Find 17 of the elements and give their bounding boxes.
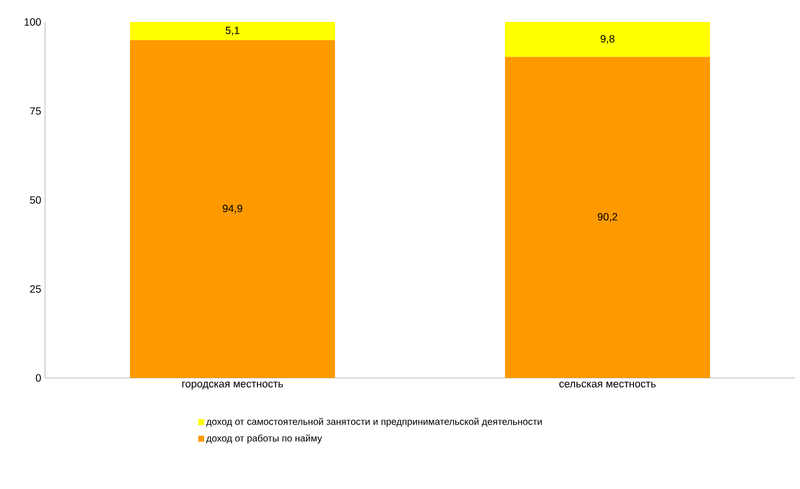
data-label: 90,2 [598, 213, 618, 222]
y-tick-label: 100 [24, 18, 41, 26]
legend-label: доход от работы по найму [206, 434, 322, 444]
bar [505, 56, 710, 378]
y-tick-label: 50 [30, 196, 41, 204]
legend-label: доход от самостоятельной занятости и предпринимательской деятельности [206, 418, 542, 427]
bar [130, 40, 336, 378]
y-tick-label: 0 [36, 374, 41, 382]
data-label: 94,9 [222, 204, 242, 214]
bar [505, 22, 710, 57]
data-label: 5,1 [226, 26, 240, 36]
x-tick-label: сельская местность [559, 382, 656, 388]
bar [130, 22, 336, 40]
x-tick-label: городская местность [182, 382, 283, 390]
y-tick-label: 25 [30, 285, 41, 293]
data-label: 9,8 [600, 35, 614, 44]
y-tick-label: 75 [30, 107, 41, 115]
